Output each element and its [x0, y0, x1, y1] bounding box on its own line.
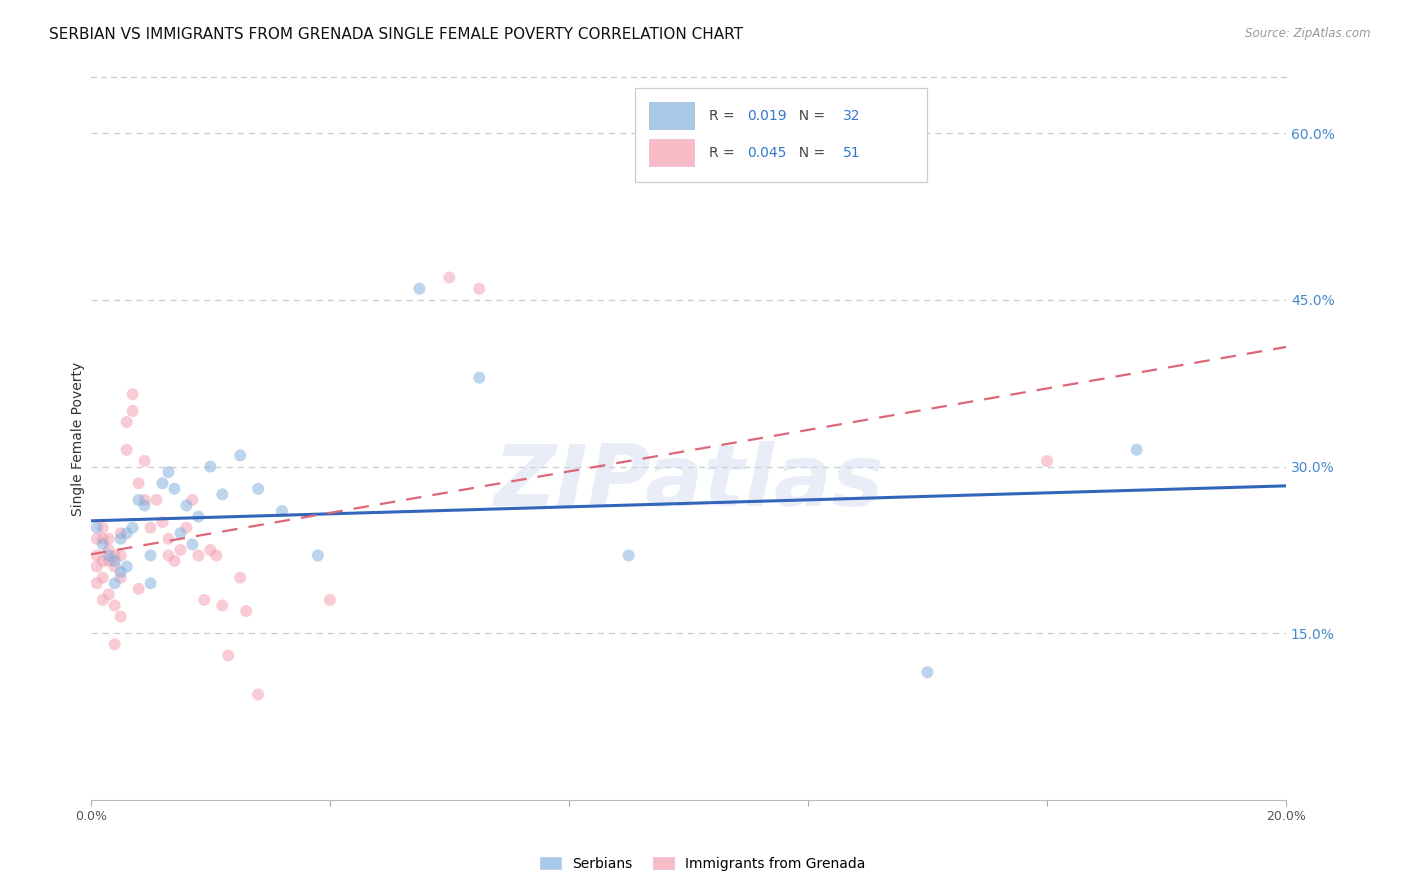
Point: [181, 492, 204, 507]
Point: [917, 665, 939, 680]
Point: [134, 492, 156, 507]
Point: [211, 487, 233, 501]
Point: [86, 532, 108, 546]
Point: [110, 565, 132, 579]
Text: N =: N =: [790, 146, 830, 161]
FancyBboxPatch shape: [650, 102, 695, 129]
Point: [128, 582, 150, 596]
Point: [468, 370, 491, 384]
Text: N =: N =: [790, 109, 830, 123]
Point: [139, 576, 162, 591]
Point: [104, 599, 127, 613]
Point: [128, 492, 150, 507]
Point: [439, 270, 461, 285]
Point: [1125, 442, 1147, 457]
Point: [104, 576, 127, 591]
Point: [139, 549, 162, 563]
FancyBboxPatch shape: [634, 88, 928, 182]
Point: [91, 521, 114, 535]
Point: [169, 543, 191, 558]
Point: [91, 532, 114, 546]
Point: [468, 282, 491, 296]
Point: [104, 554, 127, 568]
Y-axis label: Single Female Poverty: Single Female Poverty: [72, 361, 86, 516]
Point: [115, 442, 138, 457]
Point: [152, 515, 174, 529]
Point: [97, 554, 120, 568]
Point: [139, 521, 162, 535]
Text: SERBIAN VS IMMIGRANTS FROM GRENADA SINGLE FEMALE POVERTY CORRELATION CHART: SERBIAN VS IMMIGRANTS FROM GRENADA SINGL…: [49, 27, 744, 42]
Point: [121, 387, 143, 401]
Text: R =: R =: [709, 109, 738, 123]
Point: [187, 549, 209, 563]
Point: [86, 521, 108, 535]
Point: [115, 526, 138, 541]
Point: [104, 549, 127, 563]
Point: [97, 587, 120, 601]
Point: [200, 543, 222, 558]
Point: [115, 415, 138, 429]
Point: [110, 526, 132, 541]
Point: [205, 549, 228, 563]
Point: [91, 537, 114, 551]
Text: 0.045: 0.045: [747, 146, 786, 161]
Point: [187, 509, 209, 524]
Text: Source: ZipAtlas.com: Source: ZipAtlas.com: [1246, 27, 1371, 40]
Point: [110, 532, 132, 546]
Point: [176, 499, 198, 513]
Legend: Serbians, Immigrants from Grenada: Serbians, Immigrants from Grenada: [534, 851, 872, 876]
Point: [157, 549, 180, 563]
FancyBboxPatch shape: [650, 139, 695, 166]
Point: [271, 504, 294, 518]
Point: [152, 476, 174, 491]
Point: [211, 599, 233, 613]
Text: R =: R =: [709, 146, 738, 161]
Point: [110, 571, 132, 585]
Point: [110, 609, 132, 624]
Point: [134, 454, 156, 468]
Point: [157, 532, 180, 546]
Point: [97, 543, 120, 558]
Point: [229, 571, 252, 585]
Point: [247, 482, 270, 496]
Point: [121, 404, 143, 418]
Text: 0.019: 0.019: [747, 109, 786, 123]
Point: [217, 648, 239, 663]
Text: 51: 51: [842, 146, 860, 161]
Point: [91, 593, 114, 607]
Point: [617, 549, 640, 563]
Point: [91, 554, 114, 568]
Point: [110, 549, 132, 563]
Text: ZIPatlas: ZIPatlas: [494, 441, 883, 524]
Point: [128, 476, 150, 491]
Point: [91, 571, 114, 585]
Point: [200, 459, 222, 474]
Point: [97, 532, 120, 546]
Text: 32: 32: [842, 109, 860, 123]
Point: [235, 604, 257, 618]
Point: [145, 492, 167, 507]
Point: [157, 465, 180, 479]
Point: [97, 549, 120, 563]
Point: [86, 576, 108, 591]
Point: [319, 593, 342, 607]
Point: [134, 499, 156, 513]
Point: [1036, 454, 1059, 468]
Point: [229, 449, 252, 463]
Point: [104, 637, 127, 651]
Point: [169, 526, 191, 541]
Point: [115, 559, 138, 574]
Point: [181, 537, 204, 551]
Point: [176, 521, 198, 535]
Point: [86, 549, 108, 563]
Point: [104, 559, 127, 574]
Point: [121, 521, 143, 535]
Point: [193, 593, 215, 607]
Point: [86, 559, 108, 574]
Point: [163, 554, 186, 568]
Point: [247, 688, 270, 702]
Point: [307, 549, 329, 563]
Point: [408, 282, 430, 296]
Point: [163, 482, 186, 496]
